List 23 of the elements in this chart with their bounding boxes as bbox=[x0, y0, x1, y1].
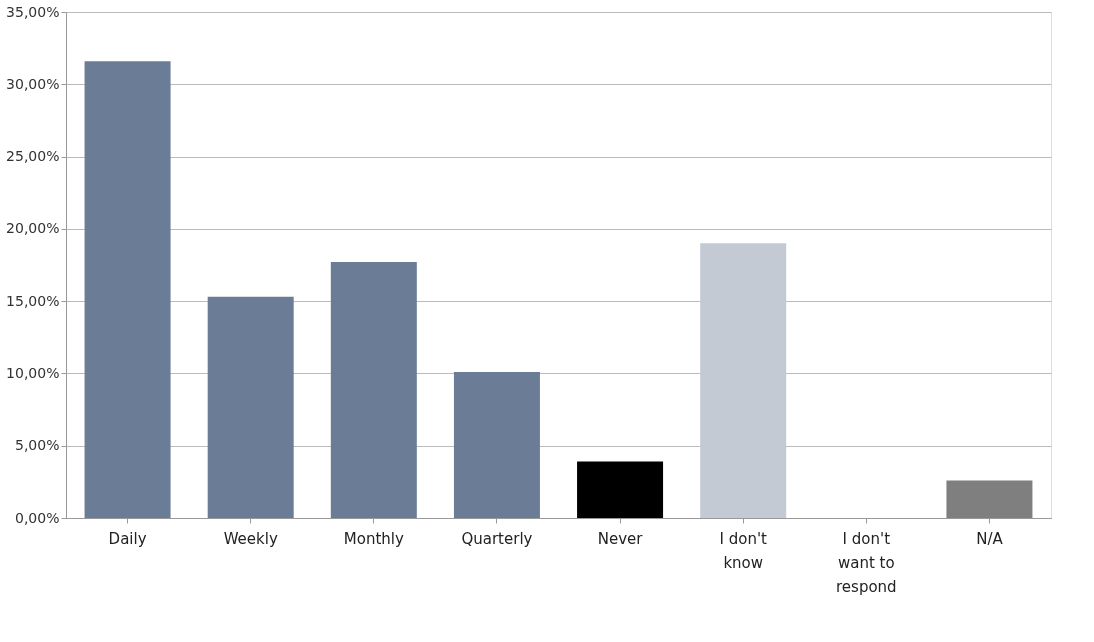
y-tick-label: 30,00% bbox=[6, 75, 60, 92]
y-tick-label: 20,00% bbox=[6, 220, 60, 237]
x-tick-label: Quarterly bbox=[461, 529, 533, 548]
bar bbox=[207, 296, 294, 518]
y-tick-label: 35,00% bbox=[6, 3, 60, 20]
x-tick-label: Monthly bbox=[343, 529, 404, 548]
y-tick-label: 15,00% bbox=[6, 292, 60, 309]
bar bbox=[577, 461, 664, 518]
x-tick-label: I don't know bbox=[719, 529, 768, 572]
y-tick-label: 25,00% bbox=[6, 148, 60, 165]
y-tick-label: 5,00% bbox=[15, 437, 60, 454]
y-tick-label: 0,00% bbox=[15, 509, 60, 526]
bar bbox=[946, 480, 1033, 518]
bar bbox=[700, 243, 787, 518]
x-tick-label: N/A bbox=[976, 529, 1004, 548]
x-tick-label: Weekly bbox=[223, 529, 278, 548]
bar bbox=[453, 371, 540, 518]
bar bbox=[330, 262, 417, 518]
y-tick-label: 10,00% bbox=[6, 364, 60, 381]
x-tick-label: Daily bbox=[108, 529, 147, 548]
x-tick-label: I don't want to respond bbox=[836, 529, 897, 596]
bar bbox=[84, 61, 171, 518]
x-tick-label: Never bbox=[597, 529, 644, 548]
